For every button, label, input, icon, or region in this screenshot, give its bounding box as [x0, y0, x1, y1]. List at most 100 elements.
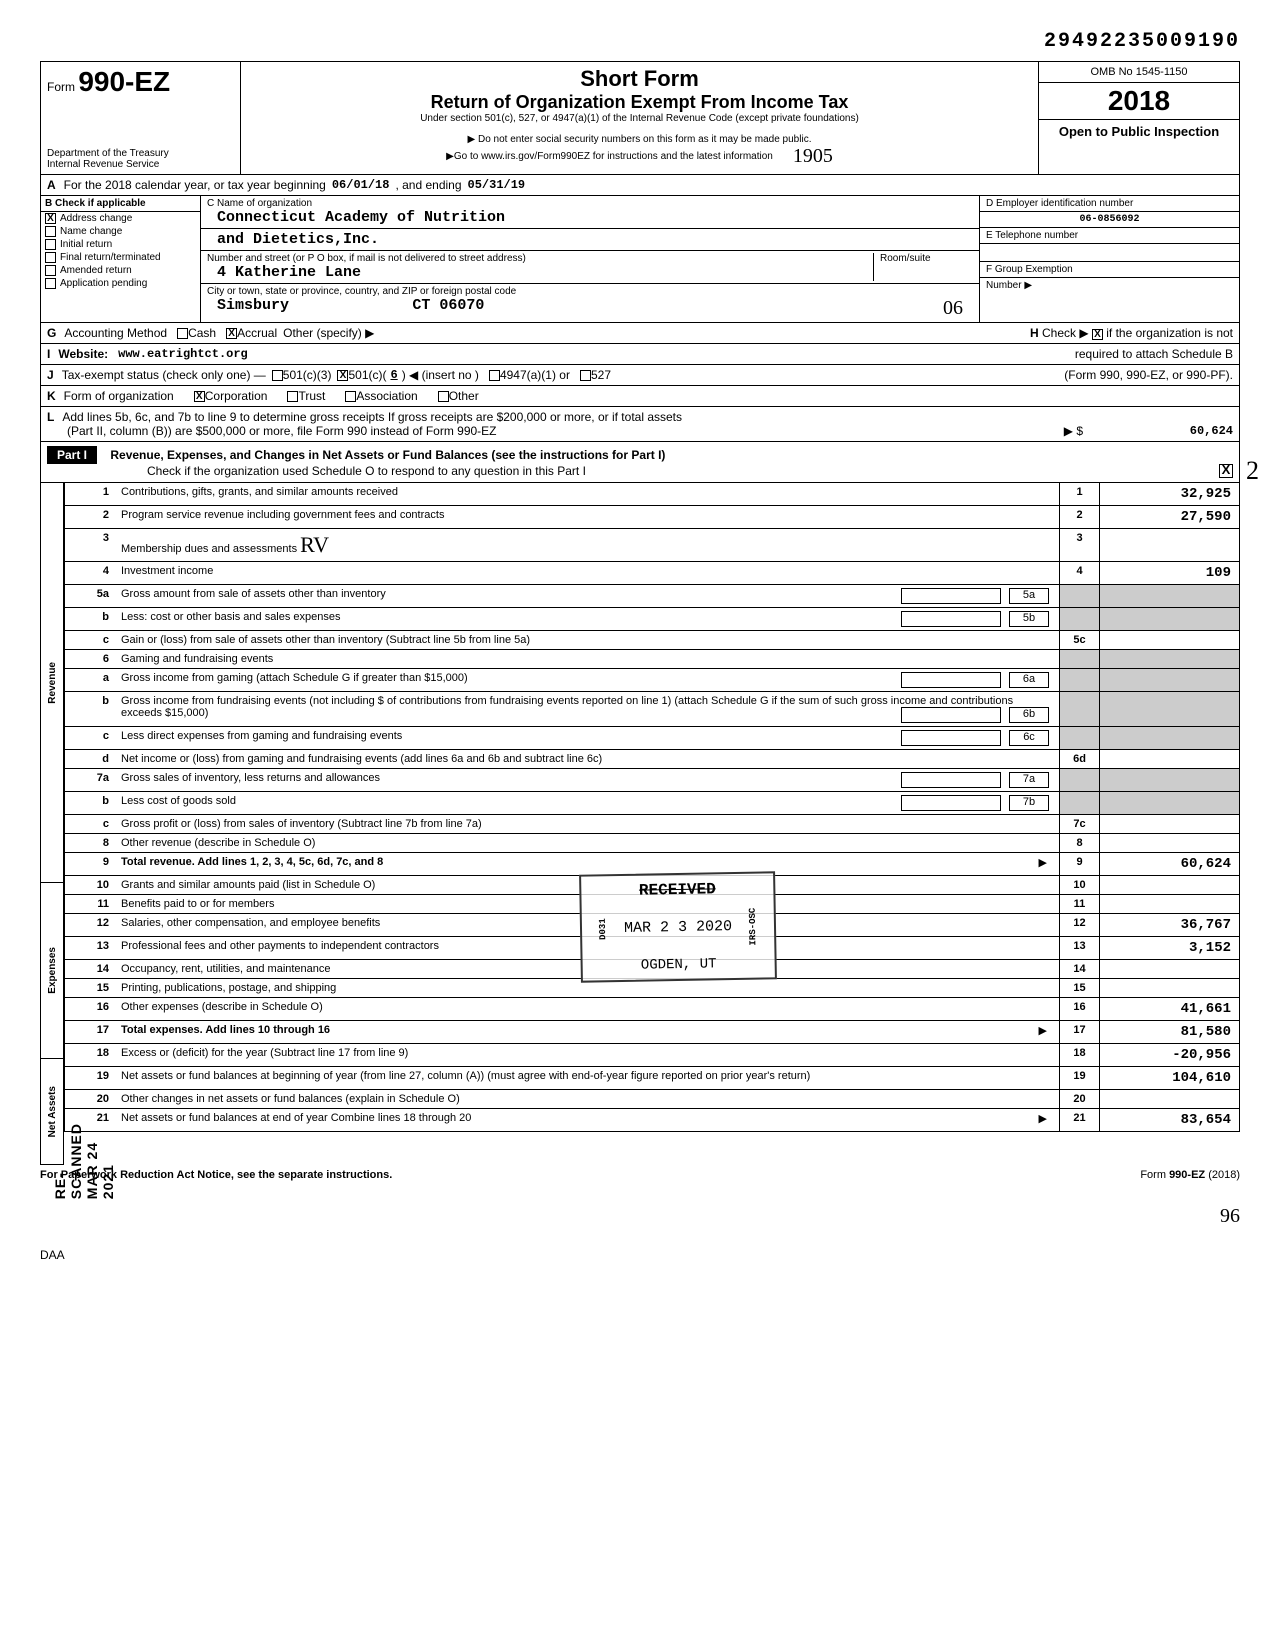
row-19: 19Net assets or fund balances at beginni…: [64, 1067, 1240, 1090]
stamp-side1: D031: [596, 914, 611, 944]
row-16: 16Other expenses (describe in Schedule O…: [64, 998, 1240, 1021]
k-other: Other: [449, 389, 479, 403]
open-public: Open to Public Inspection: [1039, 120, 1239, 143]
row-17: 17Total expenses. Add lines 10 through 1…: [64, 1021, 1240, 1044]
row-b: bGross income from fundraising events (n…: [64, 692, 1240, 727]
form-prefix: Form: [47, 80, 75, 94]
check-header: B Check if applicable: [41, 196, 200, 212]
dept-line1: Department of the Treasury: [47, 148, 234, 159]
row-20: 20Other changes in net assets or fund ba…: [64, 1090, 1240, 1109]
row-15: 15Printing, publications, postage, and s…: [64, 979, 1240, 998]
line-g-h: G Accounting Method Cash X Accrual Other…: [40, 323, 1240, 344]
checkbox-initial-return: Initial return: [41, 238, 200, 251]
org-name-1: Connecticut Academy of Nutrition: [217, 209, 973, 226]
part1-title: Revenue, Expenses, and Changes in Net As…: [110, 448, 665, 462]
g-other: Other (specify) ▶: [283, 326, 374, 340]
h-text2: if the organization is not: [1106, 326, 1233, 340]
received-stamp: RECEIVED D031 MAR 2 3 2020 IRS-OSC OGDEN…: [579, 871, 777, 982]
d-label: D Employer identification number: [986, 198, 1233, 209]
row-8: 8Other revenue (describe in Schedule O)8: [64, 834, 1240, 853]
form-note2: ▶Go to www.irs.gov/Form990EZ for instruc…: [446, 151, 773, 162]
i-label: I: [47, 347, 50, 361]
h-label: H: [1030, 326, 1039, 340]
row-d: dNet income or (loss) from gaming and fu…: [64, 750, 1240, 769]
row-4: 4Investment income4109: [64, 562, 1240, 585]
addr-label: Number and street (or P O box, if mail i…: [207, 253, 873, 264]
stamp-date: MAR 2 3 2020: [624, 918, 732, 937]
footer-hand: 96: [1220, 1205, 1240, 1227]
stamp-received: RECEIVED: [595, 880, 759, 901]
row-b: bLess: cost or other basis and sales exp…: [64, 608, 1240, 631]
checkbox-name-change: Name change: [41, 225, 200, 238]
tax-year-begin: 06/01/18: [332, 178, 390, 192]
line-a-mid: , and ending: [395, 178, 461, 192]
state-zip: CT 06070: [412, 297, 484, 314]
omb-number: OMB No 1545-1150: [1039, 62, 1239, 83]
j-text: Tax-exempt status (check only one) —: [62, 368, 266, 382]
l-arrow: ▶ $: [1064, 424, 1083, 438]
tax-year-end: 05/31/19: [468, 178, 526, 192]
daa: DAA: [40, 1248, 1240, 1262]
j-c3: 501(c)(3): [283, 368, 332, 382]
row-a: aGross income from gaming (attach Schedu…: [64, 669, 1240, 692]
dept-line2: Internal Revenue Service: [47, 159, 234, 170]
l-text1: Add lines 5b, 6c, and 7b to line 9 to de…: [62, 410, 682, 424]
part1-header: Part I Revenue, Expenses, and Changes in…: [40, 442, 1240, 483]
org-name-2: and Dietetics,Inc.: [217, 231, 379, 248]
line-a: A For the 2018 calendar year, or tax yea…: [40, 175, 1240, 196]
f-sub: Number ▶: [980, 278, 1239, 293]
k-corp: Corporation: [205, 389, 268, 403]
g-text: Accounting Method: [64, 326, 167, 340]
row-2: 2Program service revenue including gover…: [64, 506, 1240, 529]
form-note1: ▶ Do not enter social security numbers o…: [247, 134, 1032, 145]
hand-mark-2: 2: [1246, 456, 1259, 486]
row-5a: 5aGross amount from sale of assets other…: [64, 585, 1240, 608]
row-6: 6Gaming and fundraising events: [64, 650, 1240, 669]
form-title: Short Form: [247, 66, 1032, 92]
g-cash: Cash: [188, 326, 216, 340]
row-21: 21Net assets or fund balances at end of …: [64, 1109, 1240, 1132]
k-label: K: [47, 389, 56, 403]
part1-check-text: Check if the organization used Schedule …: [147, 464, 586, 478]
revenue-label: Revenue: [45, 658, 60, 708]
scanned-stamp: RE-SCANNED MAR 24 2021: [52, 1123, 116, 1199]
form-number: 990-EZ: [78, 66, 170, 97]
hand-number: 1905: [793, 145, 833, 168]
line-l: L Add lines 5b, 6c, and 7b to line 9 to …: [40, 407, 1240, 442]
ein: 06-0856092: [980, 212, 1239, 228]
section-b: B Check if applicable XAddress changeNam…: [40, 196, 1240, 323]
city-label: City or town, state or province, country…: [207, 286, 973, 297]
g-label: G: [47, 326, 56, 340]
street-address: 4 Katherine Lane: [217, 264, 873, 281]
l-text2: (Part II, column (B)) are $500,000 or mo…: [67, 424, 497, 438]
footer: For Paperwork Reduction Act Notice, see …: [40, 1165, 1240, 1185]
j-label: J: [47, 368, 54, 382]
k-trust: Trust: [298, 389, 325, 403]
j-num: 6: [390, 368, 397, 382]
j-insert: ) ◀ (insert no ): [402, 368, 479, 382]
website-url: www.eatrightct.org: [118, 347, 248, 361]
checkbox-final-return-terminated: Final return/terminated: [41, 251, 200, 264]
document-number: 29492235009190: [40, 30, 1240, 53]
form-header: Form 990-EZ Department of the Treasury I…: [40, 61, 1240, 175]
stamp-loc: OGDEN, UT: [597, 955, 761, 974]
f-label: F Group Exemption: [980, 262, 1239, 278]
row-1: 1Contributions, gifts, grants, and simil…: [64, 483, 1240, 506]
checkbox-application-pending: Application pending: [41, 277, 200, 290]
line-j: J Tax-exempt status (check only one) — 5…: [40, 365, 1240, 386]
j-527: 527: [591, 368, 611, 382]
room-label: Room/suite: [880, 253, 973, 264]
row-c: cLess direct expenses from gaming and fu…: [64, 727, 1240, 750]
form-under: Under section 501(c), 527, or 4947(a)(1)…: [247, 113, 1032, 124]
line-i: I Website: www.eatrightct.org required t…: [40, 344, 1240, 365]
hand-city: 06: [943, 297, 963, 320]
j-c: 501(c)(: [348, 368, 386, 382]
part1-label: Part I: [47, 446, 97, 464]
tax-year: 2018: [1039, 83, 1239, 120]
row-7a: 7aGross sales of inventory, less returns…: [64, 769, 1240, 792]
stamp-side2: IRS-OSC: [746, 904, 761, 950]
row-c: cGain or (loss) from sale of assets othe…: [64, 631, 1240, 650]
checkbox-amended-return: Amended return: [41, 264, 200, 277]
line-a-label: A: [47, 178, 56, 192]
h-text4: (Form 990, 990-EZ, or 990-PF).: [1064, 368, 1233, 382]
